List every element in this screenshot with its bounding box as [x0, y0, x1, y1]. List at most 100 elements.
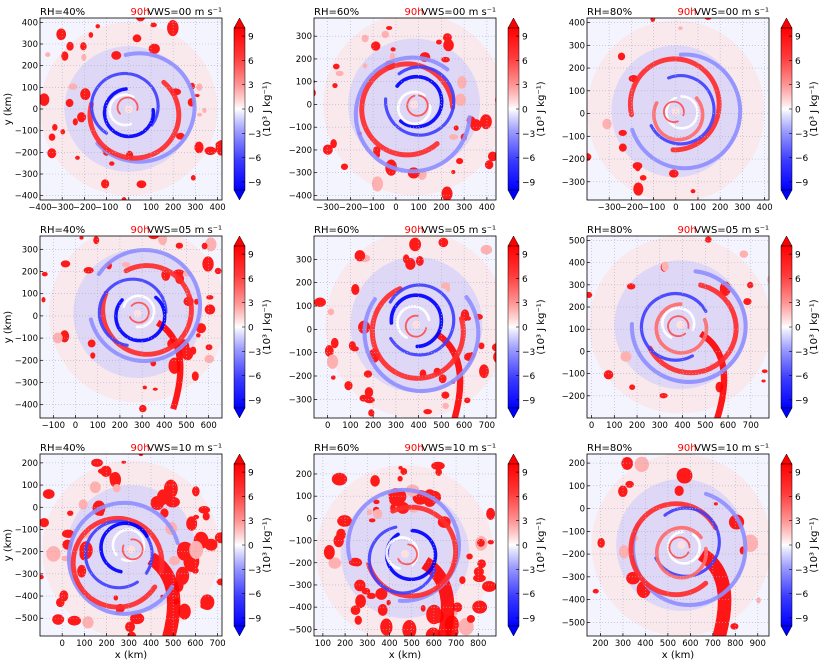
colorbar-tick-label: −6 — [795, 154, 809, 164]
colorbar-tick-label: 0 — [522, 542, 528, 552]
convective-cell — [100, 465, 112, 477]
colorbar-tick-label: 9 — [522, 33, 528, 43]
convective-cell — [704, 236, 712, 243]
convective-cell — [340, 163, 349, 170]
convective-cell — [323, 544, 335, 560]
spiral-band — [654, 525, 708, 580]
convective-cell — [101, 179, 110, 189]
y-tick-label: 200 — [569, 303, 585, 313]
colorbar: 9 6 3 0 −3 −6 −9 (10³ J kg⁻¹) — [780, 235, 820, 419]
y-tick-label: 400 — [569, 259, 585, 269]
y-tick-label: −400 — [15, 192, 38, 202]
convective-cell — [617, 52, 626, 61]
colorbar-tick-label: 0 — [248, 542, 254, 552]
axes: 100 200 300 400 500 600 700 800 −500 −400 −300 −200… — [289, 470, 487, 649]
grid — [314, 454, 496, 636]
convective-cell — [389, 52, 396, 61]
convective-cell — [409, 237, 422, 252]
x-tick-label: 500 — [660, 639, 676, 649]
colorbar-max-extend — [233, 453, 246, 465]
convective-cell — [214, 267, 222, 275]
x-tick-label: 100 — [606, 421, 622, 431]
convective-cell — [364, 396, 375, 404]
x-tick-label: 400 — [637, 639, 653, 649]
x-tick-label: 700 — [743, 421, 759, 431]
colorbar-tick-label: 3 — [795, 299, 801, 309]
convective-cell — [81, 53, 87, 61]
y-tick-label: −400 — [562, 596, 585, 606]
colorbar-min-extend — [780, 625, 793, 637]
colorbar-label: (10³ J kg⁻¹) — [536, 517, 547, 572]
convective-cell — [493, 351, 496, 363]
y-tick-label: 0 — [580, 505, 585, 515]
colorbar-tick-label: −6 — [522, 154, 536, 164]
x-tick-label: 0 — [325, 421, 330, 431]
convective-cell — [480, 244, 493, 255]
convective-cell — [52, 332, 63, 344]
spiral-band — [384, 65, 456, 137]
convective-cell — [678, 26, 683, 30]
spiral-band — [108, 93, 135, 127]
convective-cell — [61, 51, 69, 61]
convective-cell — [377, 604, 388, 616]
convective-cell — [621, 456, 634, 470]
panel-vws-label: VWS=00 m s⁻¹ — [694, 7, 769, 18]
x-tick-label: −300 — [316, 203, 339, 213]
colorbar-tick-label: −9 — [522, 178, 536, 188]
y-tick-label: −400 — [15, 592, 38, 602]
convective-cell — [464, 397, 471, 404]
x-tick-label: −300 — [598, 203, 621, 213]
convective-cell — [650, 18, 656, 23]
convective-cell — [386, 599, 391, 606]
convective-cell — [629, 384, 636, 390]
x-tick-label: 100 — [411, 203, 427, 213]
x-tick-label: 600 — [201, 421, 217, 431]
colorbar-tick-label: 6 — [248, 493, 254, 503]
y-tick-label: −500 — [15, 614, 38, 624]
panel-6: 0 100 200 300 400 500 600 700 −200 −100 0 100 200 300… — [562, 225, 820, 431]
y-tick-label: 0 — [580, 110, 585, 120]
convective-cell — [142, 385, 147, 390]
x-tick-label: 400 — [756, 203, 772, 213]
spiral-band — [654, 506, 721, 578]
convective-cell — [194, 298, 199, 305]
spiral-band — [70, 516, 165, 610]
heatmap-field — [587, 18, 769, 200]
convective-cell — [373, 509, 383, 519]
heatmap-field — [40, 236, 222, 418]
colorbar-tick-label: −9 — [795, 614, 809, 624]
y-tick-label: 0 — [33, 312, 38, 322]
colorbar-label: (10³ J kg⁻¹) — [536, 81, 547, 136]
convective-cell — [370, 475, 380, 487]
spiral-band — [89, 71, 160, 135]
x-tick-label: 400 — [381, 639, 397, 649]
spiral-band — [100, 263, 194, 357]
y-tick-label: 500 — [569, 236, 585, 246]
convective-cell — [713, 502, 718, 506]
panel-vws-label: VWS=05 m s⁻¹ — [421, 225, 496, 236]
y-axis-label: y (km) — [3, 93, 14, 126]
y-tick-label: 100 — [296, 78, 312, 88]
convective-cell — [167, 20, 179, 37]
colorbar-max-extend — [780, 453, 793, 465]
convective-cell — [66, 41, 74, 51]
convective-cell — [366, 592, 376, 600]
shear-rainband — [147, 552, 181, 636]
convective-cell — [354, 579, 366, 592]
convective-cell — [355, 594, 366, 609]
grid — [314, 236, 496, 418]
colorbar-tick-label: −3 — [795, 348, 808, 358]
y-tick-label: −200 — [562, 550, 585, 560]
panel-rh-label: RH=40% — [40, 7, 85, 18]
panel-vws-label: VWS=05 m s⁻¹ — [147, 225, 222, 236]
spiral-band — [83, 519, 154, 590]
convective-cell — [747, 281, 754, 289]
convective-cell — [386, 25, 393, 30]
convective-cell — [362, 63, 368, 69]
spiral-band — [122, 294, 156, 329]
convective-cell — [480, 114, 492, 130]
spiral-band — [660, 306, 696, 339]
convective-cell — [40, 93, 50, 106]
panel-rh-label: RH=80% — [587, 443, 632, 454]
spiral-band — [396, 305, 431, 339]
